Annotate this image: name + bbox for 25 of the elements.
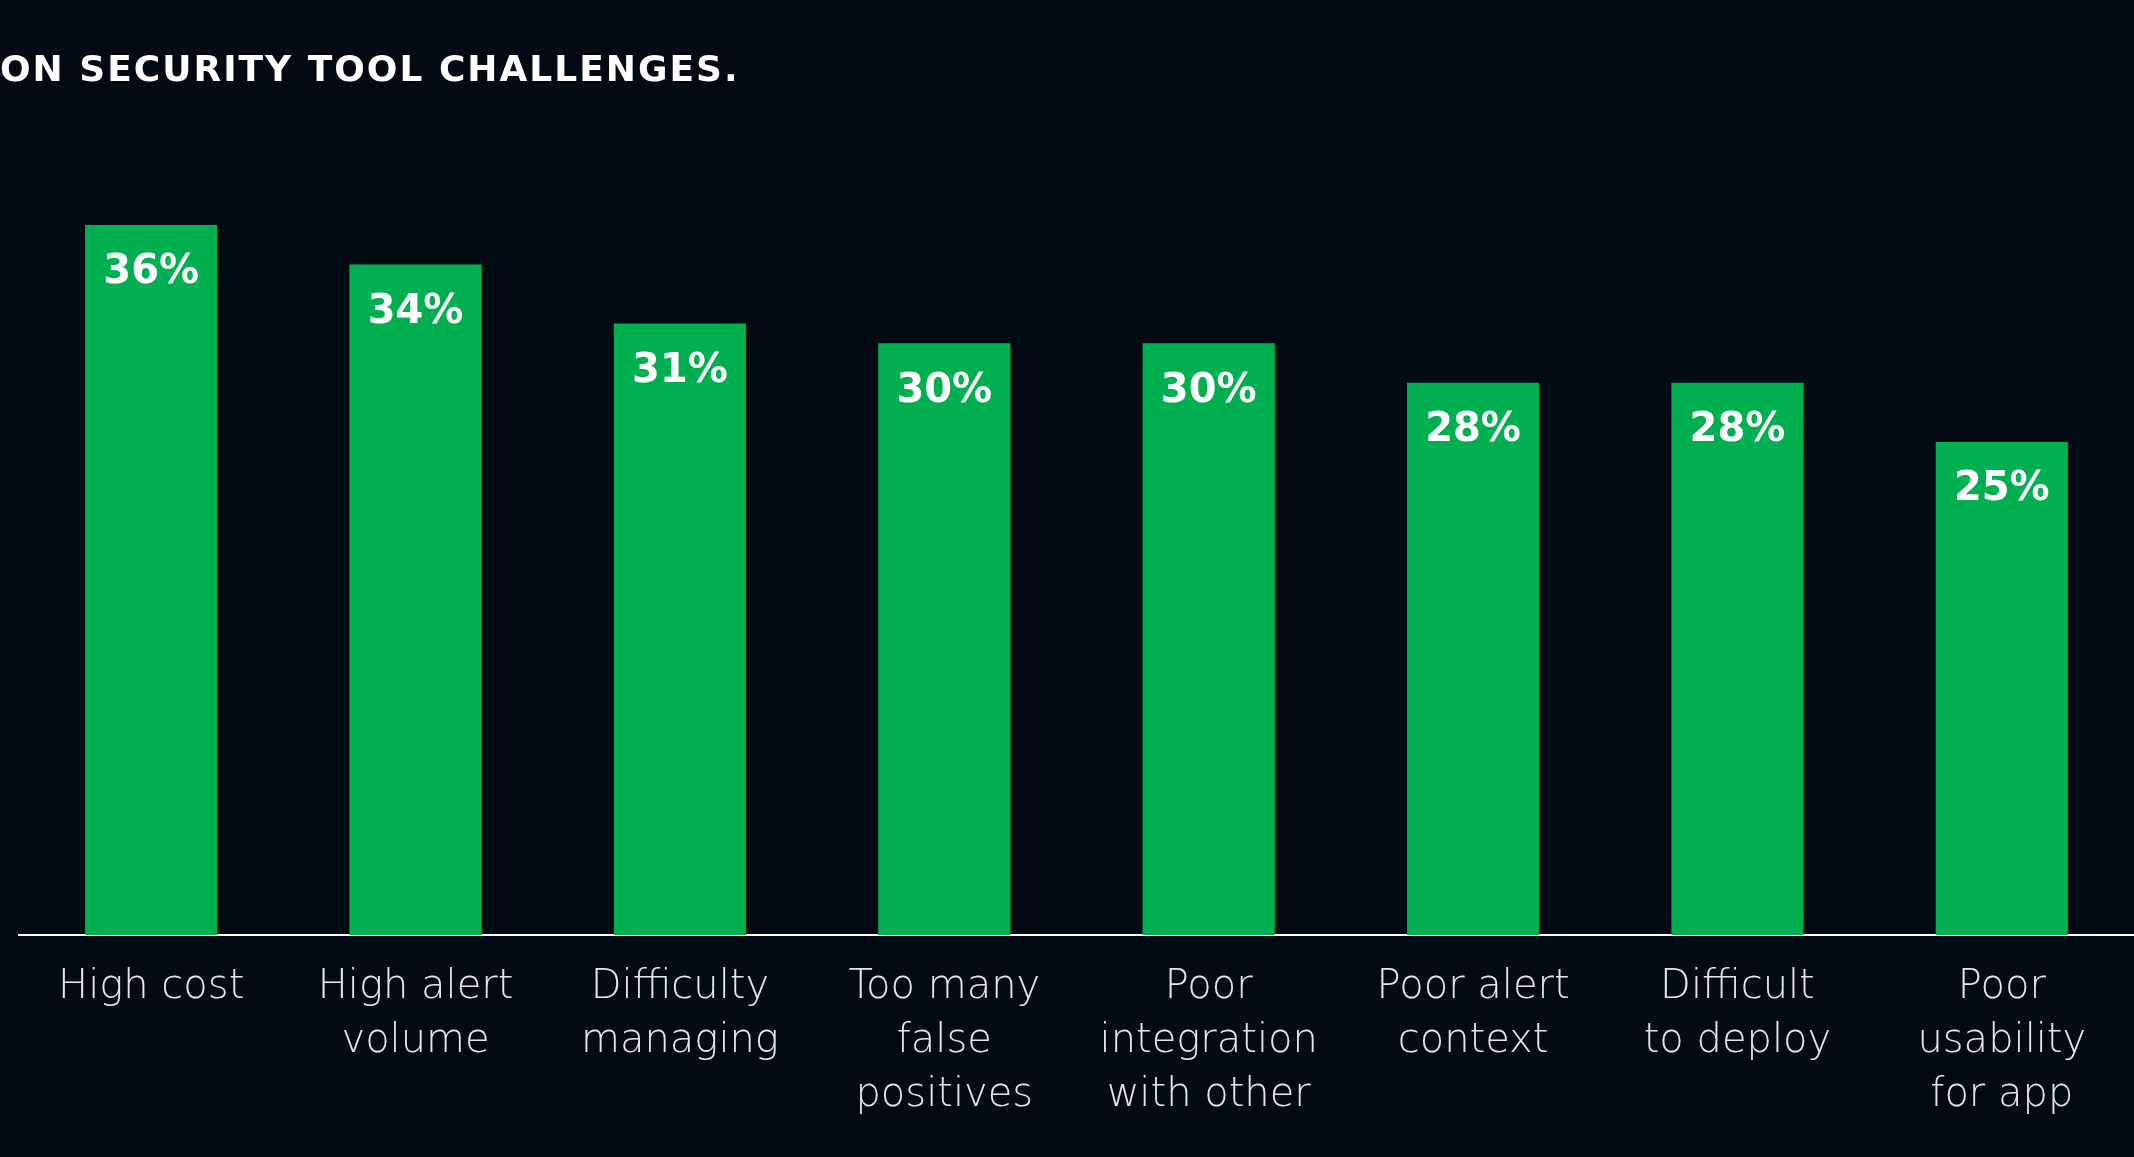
data-label: 25% — [1953, 463, 2050, 510]
data-label: 36% — [103, 246, 200, 293]
data-label: 34% — [367, 285, 464, 332]
chart-title: ON SECURITY TOOL CHALLENGES. — [0, 48, 740, 89]
bar — [349, 264, 482, 935]
x-tick-label: Difficult to deploy — [1643, 961, 1832, 1062]
bar — [85, 225, 218, 935]
x-tick-label: High alert volume — [317, 961, 514, 1062]
bar — [1935, 441, 2068, 935]
x-tick-label: Poor usability for app — [1917, 961, 2087, 1116]
bar — [613, 323, 747, 935]
x-tick-label: High cost — [58, 961, 245, 1008]
bar — [1142, 343, 1275, 935]
x-tick-label: Poor integration with other — [1099, 961, 1318, 1116]
bar — [1406, 382, 1540, 935]
bar — [878, 343, 1011, 935]
x-tick-label: Too many false positives — [848, 961, 1041, 1116]
data-label: 28% — [1425, 404, 1521, 451]
data-label: 30% — [896, 364, 993, 411]
x-tick-label: Difficulty managing — [581, 961, 779, 1062]
x-tick-label: Poor alert context — [1376, 961, 1570, 1062]
data-label: 28% — [1689, 404, 1786, 451]
data-label: 30% — [1160, 364, 1257, 411]
data-label: 31% — [632, 345, 728, 391]
bar — [1671, 382, 1804, 935]
